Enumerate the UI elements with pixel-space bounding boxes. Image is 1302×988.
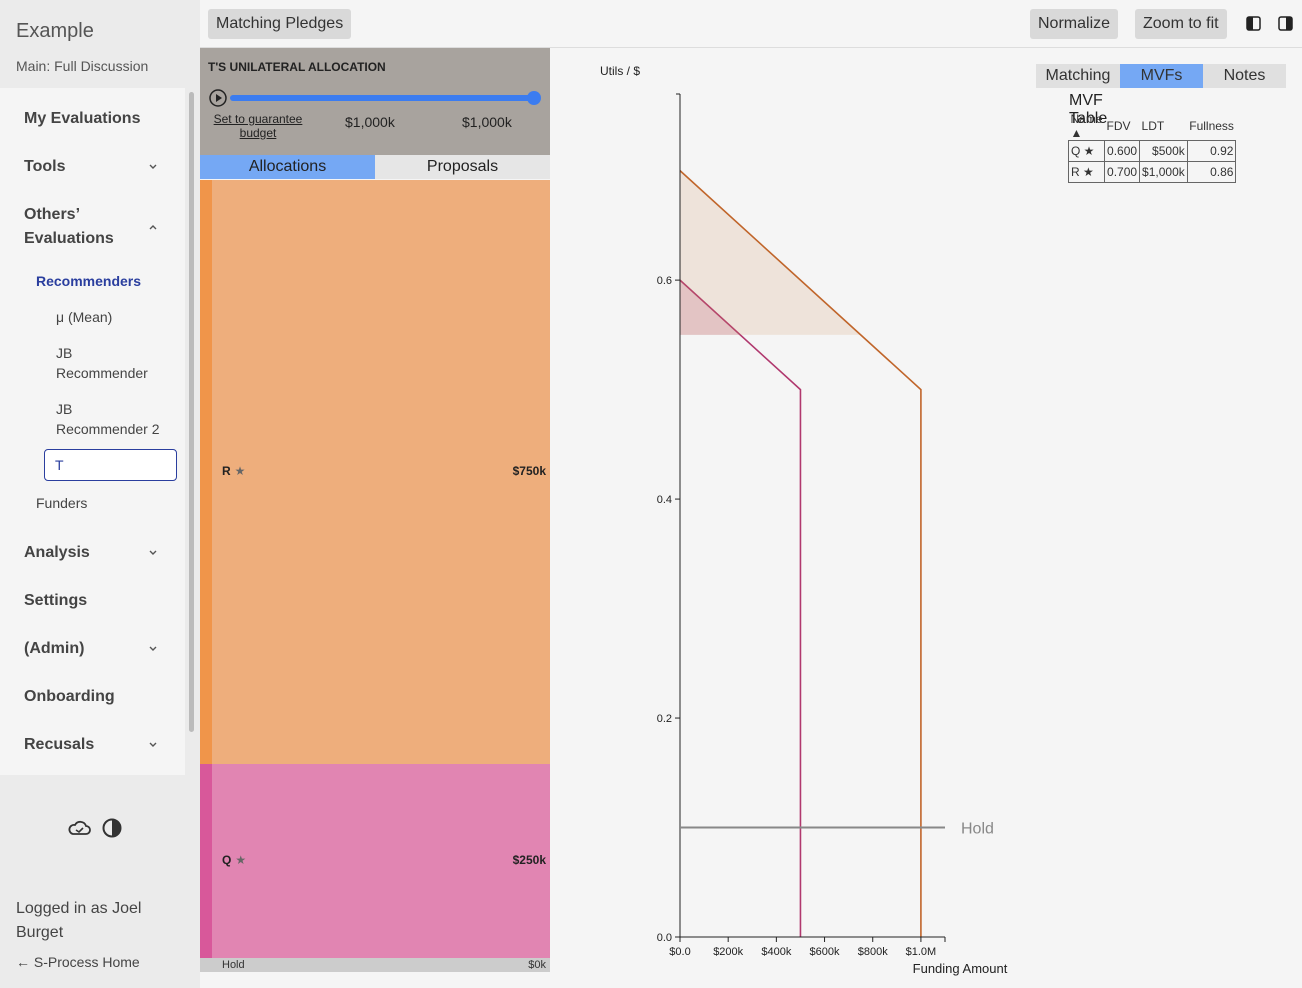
sub-item[interactable]: Recommenders — [36, 273, 142, 289]
x-tick-label: $400k — [761, 946, 791, 958]
app-subtitle: Main: Full Discussion — [16, 58, 149, 74]
star-icon: ★ — [235, 852, 247, 867]
slider-label: $1,000k — [462, 114, 512, 130]
tab[interactable]: Matching — [1036, 64, 1120, 88]
x-tick-label: $0.0 — [669, 946, 690, 958]
name: Q — [1071, 144, 1081, 158]
allocation-bar: R ★ $750k — [200, 180, 550, 764]
cell: R ★ — [1067, 161, 1106, 183]
sub-item[interactable]: Funders — [36, 495, 88, 511]
nav-item[interactable]: (Admin) — [24, 640, 85, 657]
chevron[interactable] — [148, 548, 158, 558]
x-tick-label: $600k — [810, 946, 840, 958]
bar-value: $0k — [528, 959, 546, 971]
scrollbar — [189, 92, 194, 732]
toolbar: Matching Pledges Normalize Zoom to fit — [200, 0, 1302, 48]
home-link[interactable]: ← S-Process Home — [16, 954, 140, 970]
y-tick-label: 0.4 — [657, 494, 672, 506]
tab-active[interactable]: MVFs — [1120, 64, 1203, 88]
mvf-chart: Utils / $ Funding Amount 0.0 0.2 0.4 0.6 $0.… — [600, 64, 1008, 976]
nav-item[interactable]: My Evaluations — [24, 110, 141, 127]
mvf-line — [679, 170, 922, 937]
cell: $500k — [1139, 140, 1188, 162]
panel-toggles — [1246, 16, 1293, 31]
chevron[interactable] — [148, 162, 158, 172]
x-tick-label: $1.0M — [906, 946, 937, 958]
mvf-table: Name ▲ FDV LDT Fullness Q ★ 0.600 $500k 0.… — [1067, 112, 1237, 183]
tab-active[interactable]: Allocations — [200, 155, 375, 179]
cell: 0.92 — [1186, 140, 1237, 162]
x-tick-label: $200k — [713, 946, 743, 958]
allocation-bar: Q ★ $250k — [200, 763, 550, 958]
cloud-icon[interactable] — [68, 820, 91, 835]
nav-item[interactable]: Others’ Evaluations — [24, 206, 114, 247]
slider-box — [200, 48, 550, 155]
sidebar: Example Main: Full Discussion My Evaluat… — [0, 0, 200, 988]
bar-value: $250k — [512, 852, 546, 867]
y-tick-label: 0.6 — [657, 275, 672, 287]
panel-heading: T'S UNILATERAL ALLOCATION — [208, 60, 386, 74]
header-text: Name — [1070, 112, 1103, 126]
bar-name: R ★ — [222, 464, 245, 478]
column-header[interactable]: Fullness — [1189, 119, 1234, 133]
icons — [68, 818, 122, 838]
button[interactable]: Zoom to fit — [1135, 9, 1227, 39]
chevron[interactable] — [148, 222, 158, 232]
hold-strip: Hold $0k — [200, 958, 550, 972]
hold-label: Hold — [961, 821, 994, 838]
sub-item[interactable]: JB Recommender — [56, 345, 148, 381]
cell: $1,000k — [1139, 161, 1188, 183]
nav-item[interactable]: Analysis — [24, 544, 90, 561]
column-header[interactable]: FDV — [1106, 119, 1131, 133]
app-title: Example — [16, 20, 94, 42]
cell: 0.86 — [1186, 161, 1237, 183]
bar-name: Q ★ — [222, 853, 246, 867]
name: R — [1071, 165, 1080, 179]
tab[interactable]: Proposals — [375, 155, 550, 179]
nav-item[interactable]: Settings — [24, 592, 88, 609]
x-axis-label: Funding Amount — [913, 961, 1008, 976]
nav-item[interactable]: Recusals — [24, 736, 95, 753]
sub-item[interactable]: JB Recommender 2 — [56, 401, 160, 437]
y-tick-label: 0.0 — [657, 932, 672, 944]
column-header[interactable]: LDT — [1141, 119, 1165, 133]
mvf-line — [679, 279, 802, 937]
nav-item[interactable]: Onboarding — [24, 688, 115, 705]
bar-name-text: R — [222, 463, 231, 478]
allocation-panel: T'S UNILATERAL ALLOCATION Set to guarant… — [200, 48, 550, 988]
bar-name: Hold — [222, 959, 245, 971]
bar-strip — [200, 763, 212, 958]
x-tick-label: $800k — [858, 946, 888, 958]
slider[interactable] — [206, 88, 546, 108]
chevron[interactable] — [148, 740, 158, 750]
cell: 0.600 — [1104, 140, 1141, 162]
surplus-area — [680, 280, 741, 335]
button[interactable]: Normalize — [1030, 9, 1119, 39]
star-icon: ★ — [234, 463, 246, 478]
login-info: Logged in as Joel Burget — [16, 900, 142, 941]
bar-value: $750k — [512, 463, 546, 478]
y-axis-label: Utils / $ — [600, 64, 640, 78]
nav-panel — [0, 88, 194, 775]
y-tick-label: 0.2 — [657, 713, 672, 725]
sub-item-selected[interactable]: T — [44, 449, 177, 481]
button[interactable]: Matching Pledges — [208, 9, 352, 39]
guarantee-link[interactable]: Set to guarantee budget — [213, 112, 303, 140]
bar-strip — [200, 180, 212, 764]
tab[interactable]: Notes — [1203, 64, 1286, 88]
slider-label: $1,000k — [345, 114, 395, 130]
allocation-bars: R ★ $750k Q ★ $250k Hold $0k — [200, 180, 550, 972]
chevron[interactable] — [148, 644, 158, 654]
nav-item[interactable]: Tools — [24, 158, 66, 175]
bar-name-text: Q — [222, 852, 232, 867]
table-title: MVF Table — [1069, 92, 1108, 127]
cell: Q ★ — [1067, 140, 1106, 162]
cell: 0.700 — [1104, 161, 1141, 183]
sub-item[interactable]: μ (Mean) — [56, 309, 113, 325]
column-header[interactable]: Name ▲ — [1070, 112, 1103, 140]
